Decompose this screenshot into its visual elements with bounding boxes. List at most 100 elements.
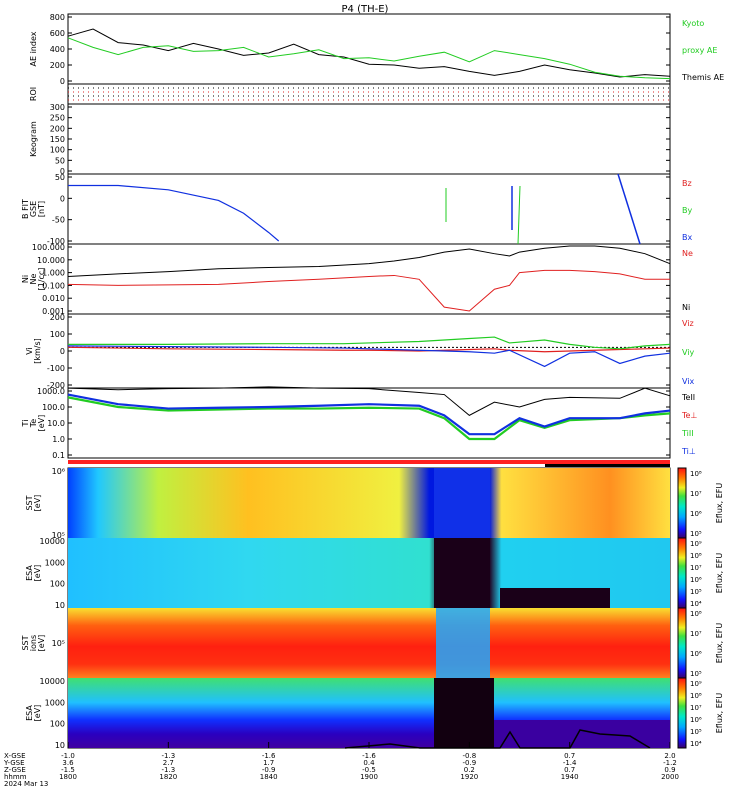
position-bar-dark [545, 464, 670, 467]
colorbar-label: Eflux, EFU [715, 693, 724, 734]
ti-series [67, 393, 671, 436]
colorbar-tick: 10⁸ [690, 610, 702, 618]
x-tick-label: 1.7 [263, 759, 274, 767]
x-tick-label: 0.7 [564, 766, 575, 774]
panel-frame-roi [67, 83, 671, 105]
tick-label-keogram: 50 [55, 156, 65, 165]
tick-label-vi: -100 [47, 364, 65, 373]
tick-label-keogram: 150 [50, 135, 65, 144]
tick-label-esa_e: 10 [55, 601, 65, 610]
tick-label-keogram: 300 [50, 103, 65, 112]
x-tick-label: -0.9 [262, 766, 276, 774]
colorbar-tick: 10⁴ [690, 740, 702, 748]
tick-label-sst_e: 10⁵ [52, 531, 65, 540]
ylabel-esa_e: ESA [25, 565, 34, 581]
legend-bfit: By [682, 206, 692, 215]
legend-ti: Te⊥ [681, 411, 697, 420]
colorbar-tick: 10⁷ [690, 630, 702, 638]
sst-e-dropout [434, 468, 490, 538]
colorbar-tick: 10⁵ [690, 530, 702, 538]
x-tick-label: 1940 [561, 773, 579, 781]
colorbar-tick: 10⁵ [690, 728, 702, 736]
tick-label-bfit: 50 [55, 173, 65, 182]
x-tick-label: -1.5 [61, 766, 75, 774]
x-tick-label: -1.6 [262, 752, 276, 760]
ylabel-ni: Ni [21, 275, 30, 283]
x-tick-label: -1.3 [161, 752, 175, 760]
esa-i-low [494, 720, 670, 748]
legend-ae: proxy AE [682, 46, 717, 55]
tick-label-bfit: 0 [60, 194, 65, 203]
panel-frame-ae [67, 13, 671, 85]
legend-vi: Vix [682, 377, 695, 386]
legend-bfit: Bx [682, 233, 692, 242]
ni-series [67, 269, 670, 312]
panel-frame-ti [67, 387, 671, 459]
ylabel-ti: Te [29, 419, 38, 429]
tick-label-keogram: 250 [50, 114, 65, 123]
tick-label-ae: 200 [50, 61, 65, 70]
ti-series [67, 396, 671, 441]
x-row-label: Y-GSE [3, 759, 25, 767]
tick-label-vi: 0 [60, 347, 65, 356]
colorbar-tick: 10⁹ [690, 680, 702, 688]
vi-series [68, 336, 671, 350]
ylabel-ti: Ti [21, 420, 30, 428]
x-tick-label: 0.7 [564, 752, 575, 760]
tick-label-ti: 10.0 [47, 419, 65, 428]
ylabel-ae: AE index [29, 31, 38, 66]
ylabel-ni: [1/cc] [37, 268, 46, 291]
spectrogram-panels [68, 468, 670, 748]
panel-frame-ni [67, 243, 671, 315]
tick-label-vi: -200 [47, 381, 65, 390]
colorbar-tick: 10⁶ [690, 716, 702, 724]
tick-label-esa_i: 100 [50, 720, 65, 729]
tick-label-ae: 800 [50, 13, 65, 22]
ylabel-vi: [km/s] [33, 338, 42, 364]
tick-label-ni: 1.000 [42, 269, 65, 278]
tick-label-esa_i: 10 [55, 741, 65, 750]
colorbar-tick: 10⁸ [690, 470, 702, 478]
legend-vi: Viz [682, 319, 694, 328]
tick-label-keogram: 100 [50, 146, 65, 155]
colorbar-tick: 10⁴ [690, 600, 702, 608]
tick-label-ti: 1000.0 [37, 387, 65, 396]
colorbars: 10⁸ 10⁷ 10⁶ 10⁵ Eflux, EFU 10⁹ 10⁸ 10⁷ 10⁶ 10⁵ 10⁴… [677, 467, 724, 749]
colorbar [677, 677, 687, 749]
tick-label-keogram: 200 [50, 124, 65, 133]
colorbar [677, 467, 687, 539]
x-tick-label: 2.7 [163, 759, 174, 767]
x-tick-label: -1.6 [362, 752, 376, 760]
x-tick-label: -0.5 [362, 766, 376, 774]
tick-label-esa_i: 10000 [40, 677, 65, 686]
x-tick-label: 0.2 [464, 766, 475, 774]
ylabel-esa_i: [eV] [33, 705, 42, 722]
tick-label-ae: 400 [50, 45, 65, 54]
x-tick-label: -1.4 [563, 759, 577, 767]
legend-ni: Ni [682, 303, 690, 312]
x-tick-label: -1.0 [61, 752, 75, 760]
esa-e-dropout [434, 538, 490, 608]
colorbar-tick: 10⁸ [690, 552, 702, 560]
ylabel-keogram: Keogram [29, 121, 38, 157]
esa-i-trace [344, 729, 651, 749]
x-row-label: Z-GSE [4, 766, 26, 774]
tick-label-ae: 600 [50, 29, 65, 38]
ylabel-bfit: GSE [29, 201, 38, 217]
x-tick-label: -0.9 [462, 759, 476, 767]
tick-label-esa_e: 10000 [40, 537, 65, 546]
sst-i-dropout [436, 608, 490, 678]
x-tick-label: -1.2 [663, 759, 677, 767]
bfit-bx-late [617, 173, 641, 245]
tick-label-keogram: 0 [60, 167, 65, 176]
x-tick-label: 1920 [460, 773, 478, 781]
colorbar-tick: 10⁶ [690, 510, 702, 518]
line-series [67, 28, 671, 749]
tick-label-ni: 0.010 [42, 294, 65, 303]
esa-e-low [500, 588, 610, 608]
tick-label-esa_e: 100 [50, 580, 65, 589]
ylabel-bfit: [nT] [37, 201, 46, 217]
